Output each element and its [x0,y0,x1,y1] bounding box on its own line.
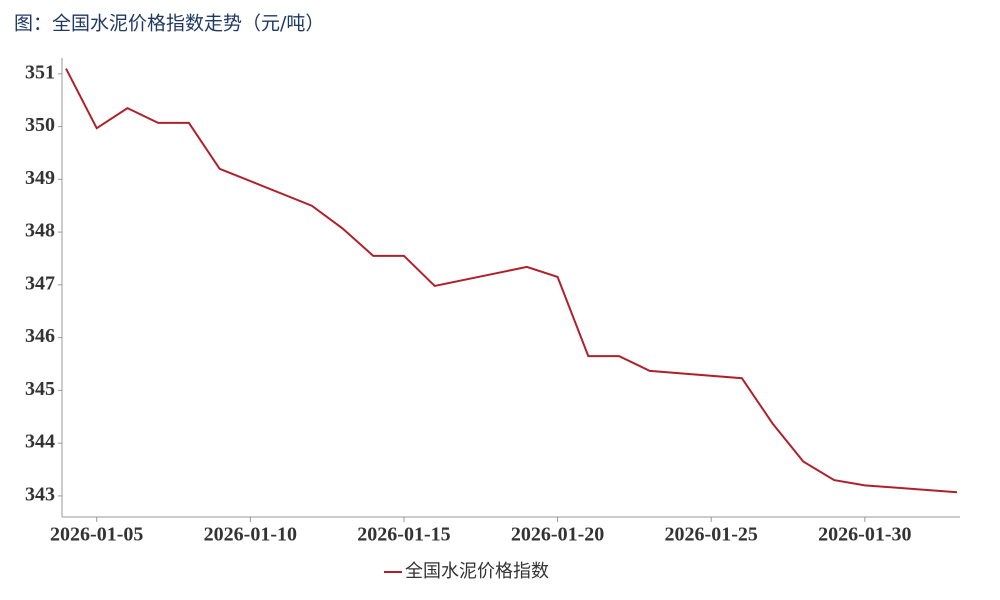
legend-label: 全国水泥价格指数 [405,561,549,582]
chart-title: 图：全国水泥价格指数走势（元/吨） [14,13,324,35]
y-tick-label: 351 [25,61,55,83]
x-tick-label: 2026-01-25 [665,524,758,546]
line [65,68,958,494]
y-tick-label: 346 [25,325,55,347]
y-tick-label: 349 [25,167,55,189]
y-tick-label: 347 [25,272,55,294]
x-tick-label: 2026-01-20 [511,524,604,546]
y-tick-label: 343 [25,483,55,505]
y-tick-label: 344 [25,431,55,453]
x-tick-label: 2026-01-10 [204,524,297,546]
y-tick-label: 350 [25,114,55,136]
x-tick-label: 2026-01-15 [357,524,450,546]
x-tick-label: 2026-01-05 [50,524,143,546]
y-tick-label: 348 [25,220,55,242]
x-tick-label: 2026-01-30 [818,524,911,546]
y-tick-label: 345 [25,378,55,400]
